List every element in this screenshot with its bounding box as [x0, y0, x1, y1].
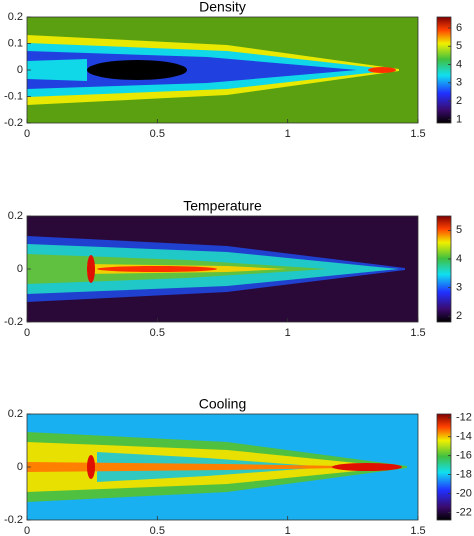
x-tick-label: 1.5 [410, 525, 425, 536]
chart-title: Density [199, 0, 246, 15]
x-tick-label: 0.5 [150, 327, 165, 339]
colorbar-tick-label: -12 [456, 412, 472, 424]
y-tick-label: -0.2 [4, 117, 23, 129]
colorbar-tick-label: 2 [456, 310, 462, 322]
x-tick-label: 0 [24, 525, 30, 536]
y-tick-label: 0.2 [8, 408, 23, 420]
colorbar [436, 413, 452, 521]
temperature-field [27, 216, 418, 322]
y-tick-label: 0 [17, 461, 23, 473]
colorbar-tick-label: -14 [456, 431, 472, 443]
x-tick-label: 1 [285, 128, 291, 140]
y-tick-label: 0.2 [8, 11, 23, 23]
cooling-field [27, 414, 418, 520]
colorbar-tick-label: 6 [456, 22, 462, 34]
x-tick-label: 0.5 [150, 525, 165, 536]
density-field [27, 17, 418, 123]
x-tick-label: 1.5 [410, 128, 425, 140]
x-tick-label: 1 [285, 525, 291, 536]
x-tick-label: 0 [24, 128, 30, 140]
colorbar-tick-label: -16 [456, 450, 472, 462]
colorbar-tick-label: -22 [456, 506, 472, 518]
y-tick-label: -0.2 [4, 514, 23, 526]
colorbar [436, 215, 452, 323]
colorbar-tick-label: 3 [456, 282, 462, 294]
colorbar-tick-label: 3 [456, 77, 462, 89]
y-tick-label: 0.2 [8, 210, 23, 222]
x-tick-label: 0.5 [150, 128, 165, 140]
x-tick-label: 1 [285, 327, 291, 339]
y-tick-label: -0.1 [4, 90, 23, 102]
colorbar-tick-label: 4 [456, 253, 462, 265]
colorbar-tick-label: 5 [456, 224, 462, 236]
y-tick-label: 0 [17, 64, 23, 76]
y-tick-label: -0.2 [4, 316, 23, 328]
y-tick-label: 0.1 [8, 37, 23, 49]
x-tick-label: 0 [24, 327, 30, 339]
colorbar [436, 16, 452, 124]
chart-title: Cooling [199, 396, 246, 412]
colorbar-tick-label: 1 [456, 113, 462, 125]
colorbar-tick-label: 4 [456, 58, 462, 70]
y-tick-label: 0 [17, 263, 23, 275]
colorbar-tick-label: -20 [456, 487, 472, 499]
colorbar-tick-label: 2 [456, 95, 462, 107]
colorbar-tick-label: -18 [456, 468, 472, 480]
x-tick-label: 1.5 [410, 327, 425, 339]
chart-title: Temperature [183, 198, 262, 214]
colorbar-tick-label: 5 [456, 40, 462, 52]
